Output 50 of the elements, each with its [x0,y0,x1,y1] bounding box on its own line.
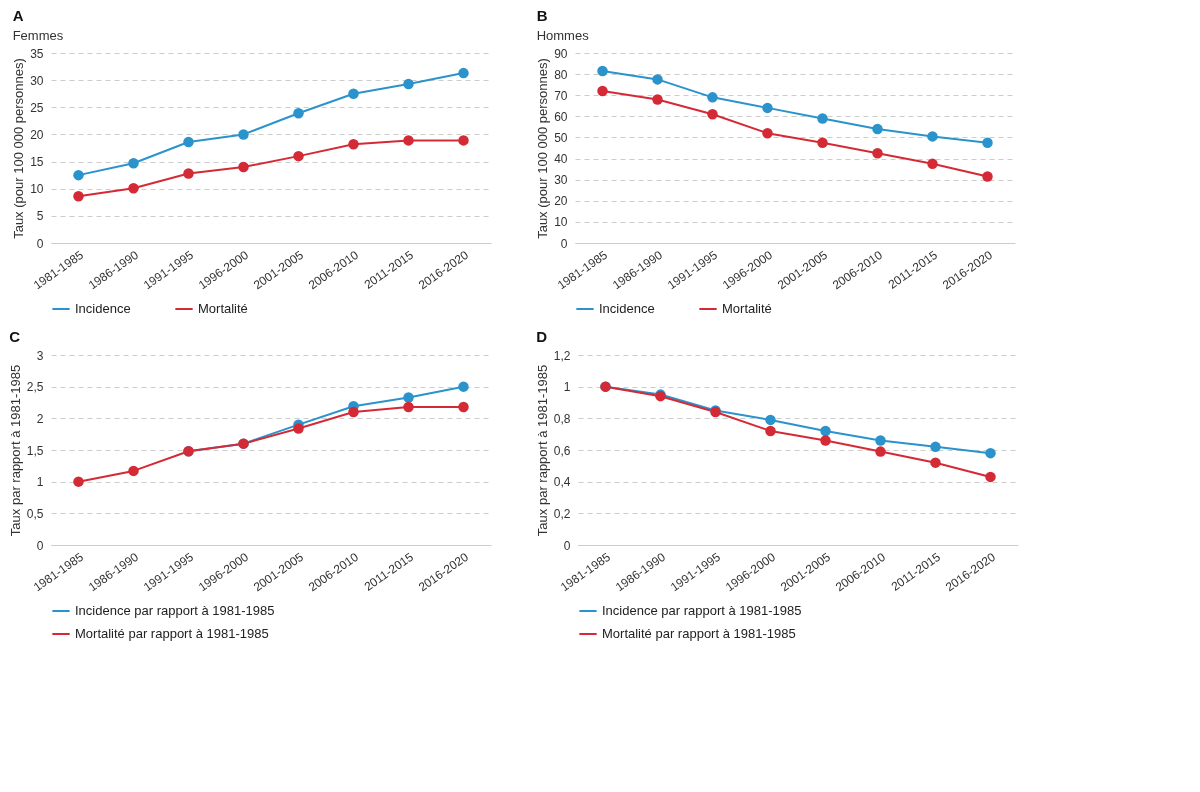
y-tick-label: 10 [30,182,44,197]
legend-label: Incidence [75,301,131,316]
y-tick-label: 35 [30,46,44,61]
y-tick-label: 2,5 [26,380,44,395]
y-tick-label: 1 [36,475,44,490]
y-tick-label: 0,2 [553,506,571,521]
y-tick-label: 30 [30,73,44,88]
y-tick-label: 0,6 [553,443,571,458]
y-tick-label: 0 [560,236,568,251]
chart-title: D [536,328,548,345]
legend-label: Mortalité par rapport à 1981-1985 [602,626,796,641]
y-tick-label: 0,5 [26,506,44,521]
y-tick-label: 90 [554,46,568,61]
chart-title: A [12,7,24,24]
y-tick-label: 0 [36,236,44,251]
y-tick-label: 3 [36,348,44,363]
y-tick-label: 1 [563,380,571,395]
y-tick-label: 40 [554,152,568,167]
y-tick-label: 25 [30,100,44,115]
y-tick-label: 20 [554,194,568,209]
legend-label: Incidence par rapport à 1981-1985 [602,603,802,618]
y-axis-title: Taux (pour 100 000 personnes) [11,58,27,239]
y-tick-label: 15 [30,155,44,170]
legend-label: Mortalité [722,301,772,316]
chart-subtitle: Hommes [536,28,590,43]
y-axis-title: Taux par rapport à 1981-1985 [7,364,23,537]
y-tick-label: 20 [30,127,44,142]
y-tick-label: 0,4 [553,475,571,490]
y-tick-label: 0,8 [553,411,571,426]
y-tick-label: 60 [554,109,568,124]
y-tick-label: 1,5 [26,443,44,458]
y-tick-label: 5 [36,209,44,224]
legend-label: Incidence par rapport à 1981-1985 [75,603,275,618]
y-axis-title: Taux (pour 100 000 personnes) [535,58,551,239]
legend-label: Incidence [599,301,655,316]
y-tick-label: 10 [554,215,568,230]
y-tick-label: 30 [554,173,568,188]
y-tick-label: 0 [563,538,571,553]
y-tick-label: 50 [554,130,568,145]
y-tick-label: 2 [36,411,44,426]
y-tick-label: 0 [36,538,44,553]
y-tick-label: 1,2 [553,348,571,363]
chart-title: B [536,7,548,24]
y-tick-label: 70 [554,88,568,103]
legend-label: Mortalité [198,301,248,316]
chart-title: C [9,328,21,345]
chart-subtitle: Femmes [12,28,64,43]
y-tick-label: 80 [554,67,568,82]
legend-label: Mortalité par rapport à 1981-1985 [75,626,269,641]
y-axis-title: Taux par rapport à 1981-1985 [534,364,550,537]
